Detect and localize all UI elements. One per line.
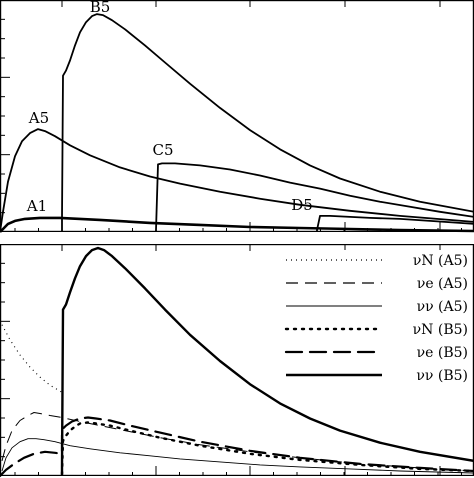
bottom-panel: νN (A5) νe (A5) νν (A5) νN (B5) νe (B5) νν (B… <box>0 244 474 478</box>
series-line-nunu-b5 <box>60 246 474 476</box>
axis-ticks <box>0 244 462 476</box>
legend-label-nun-a5: νN (A5) <box>413 253 468 269</box>
series-line-nunu-a5 <box>1 438 474 474</box>
series-line-d5 <box>316 215 474 232</box>
curve-label-c5: C5 <box>152 141 173 159</box>
top-panel: A1 A5 B5 C5 D5 <box>0 0 474 233</box>
curve-label-a5: A5 <box>28 109 49 127</box>
legend: νN (A5) νe (A5) νν (A5) νN (B5) νe (B5) νν (B… <box>278 250 472 400</box>
legend-label-nun-b5: νN (B5) <box>413 322 468 338</box>
curve-label-a1: A1 <box>26 197 47 215</box>
series-line-a5 <box>0 128 474 233</box>
legend-label-nunu-b5: νν (B5) <box>416 368 468 384</box>
curve-label-d5: D5 <box>291 196 313 214</box>
series-line-b5 <box>61 13 474 232</box>
series-line-nue-b5 <box>0 416 474 478</box>
curve-label-b5: B5 <box>90 0 111 16</box>
series-line-c5 <box>155 162 474 232</box>
legend-label-nunu-a5: νν (A5) <box>417 299 468 315</box>
series-line-a1 <box>0 216 474 233</box>
legend-label-nue-a5: νe (A5) <box>417 276 468 292</box>
series-line-nun-b5 <box>60 421 474 476</box>
series-line-nun-a5 <box>1 324 63 393</box>
legend-label-nue-b5: νe (B5) <box>417 345 468 361</box>
